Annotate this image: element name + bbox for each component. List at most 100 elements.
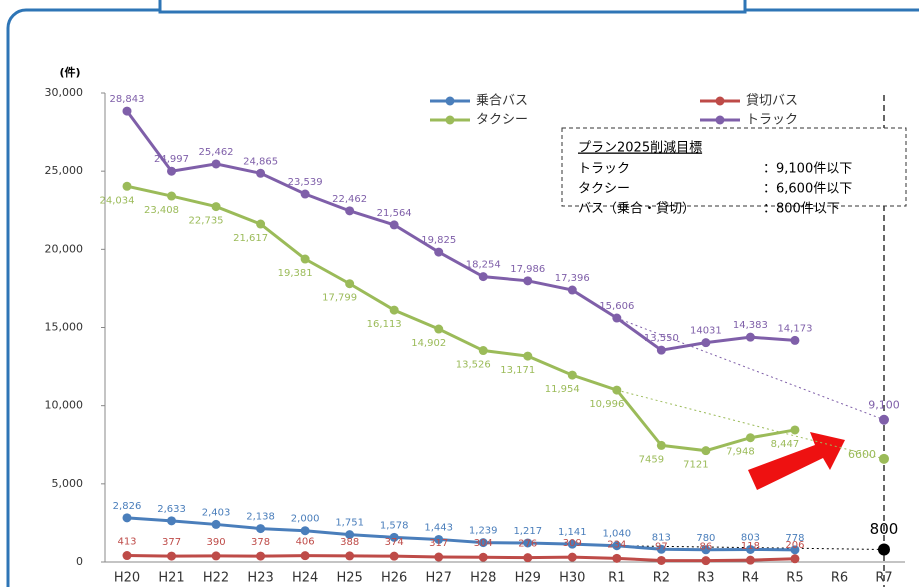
- x-tick-label: H26: [381, 571, 407, 586]
- data-label: 2,000: [291, 514, 320, 525]
- annotation-value: ：6,600件以下: [763, 182, 852, 197]
- data-point: [523, 553, 533, 563]
- data-point: [612, 541, 622, 551]
- x-tick-label: H22: [203, 571, 229, 586]
- data-point: [345, 279, 355, 289]
- data-label: 1,040: [603, 529, 632, 540]
- data-label: 304: [474, 538, 493, 549]
- data-label: 2,633: [157, 504, 186, 515]
- data-label: 413: [117, 537, 136, 548]
- data-point: [300, 189, 310, 199]
- y-tick-label: 30,000: [45, 86, 84, 99]
- data-label: 14,383: [733, 320, 768, 331]
- x-tick-label: H21: [158, 571, 184, 586]
- data-point: [790, 554, 800, 564]
- data-point: [567, 370, 577, 380]
- legend-label: トラック: [746, 113, 798, 128]
- data-label: 15,606: [599, 301, 634, 312]
- data-label: 97: [655, 541, 668, 552]
- legend-marker: [715, 96, 725, 106]
- y-tick-label: 0: [76, 555, 83, 568]
- data-point: [523, 276, 533, 286]
- y-unit: (件): [59, 65, 80, 79]
- data-label: 1,217: [513, 526, 542, 537]
- data-point: [478, 538, 488, 548]
- data-label: 19,381: [278, 268, 313, 279]
- data-label: 16,113: [367, 319, 402, 330]
- legend-label: 貸切バス: [746, 93, 798, 109]
- data-point: [122, 106, 132, 116]
- data-label: 374: [385, 537, 404, 548]
- target-point: [879, 414, 889, 425]
- y-tick-label: 25,000: [45, 164, 84, 177]
- data-point: [434, 552, 444, 562]
- target-label: 800: [870, 520, 899, 538]
- data-point: [211, 202, 221, 212]
- data-label: 2,138: [246, 512, 275, 523]
- data-label: 317: [429, 538, 448, 549]
- y-tick-label: 10,000: [45, 399, 84, 412]
- data-point: [612, 313, 622, 323]
- data-point: [256, 524, 266, 534]
- data-label: 24,997: [154, 154, 189, 165]
- data-point: [167, 166, 177, 176]
- data-label: 10,996: [589, 399, 624, 410]
- data-label: 17,396: [555, 273, 590, 284]
- data-point: [167, 551, 177, 561]
- legend-marker: [715, 115, 725, 125]
- legend-marker: [445, 96, 455, 106]
- data-label: 24,865: [243, 156, 278, 167]
- data-point: [745, 555, 755, 565]
- data-label: 13,550: [644, 333, 679, 344]
- y-tick-label: 20,000: [45, 242, 84, 255]
- data-point: [612, 553, 622, 563]
- data-label: 780: [696, 533, 715, 544]
- data-label: 7,948: [726, 447, 755, 458]
- data-label: 17,799: [322, 293, 357, 304]
- data-point: [122, 181, 132, 191]
- data-point: [567, 552, 577, 562]
- data-point: [211, 519, 221, 529]
- data-point: [656, 555, 666, 565]
- data-label: 803: [741, 532, 760, 543]
- data-point: [656, 345, 666, 355]
- series-line: [126, 554, 795, 563]
- data-label: 1,443: [424, 522, 453, 533]
- annotation-label: バス（乗合・貸切）: [578, 201, 695, 217]
- arrow: [748, 432, 845, 490]
- data-point: [523, 538, 533, 548]
- data-point: [122, 513, 132, 523]
- data-label: 23,539: [288, 177, 323, 188]
- data-point: [701, 545, 711, 555]
- data-label: 206: [785, 540, 804, 551]
- data-label: 13,171: [500, 365, 535, 376]
- data-label: 22,462: [332, 194, 367, 205]
- x-tick-label: H29: [515, 571, 541, 586]
- data-label: 2,826: [113, 501, 142, 512]
- data-point: [389, 551, 399, 561]
- data-label: 276: [518, 539, 537, 550]
- data-point: [790, 425, 800, 435]
- data-point: [211, 551, 221, 561]
- data-label: 778: [785, 533, 804, 544]
- series-line: [126, 184, 796, 453]
- data-label: 25,462: [199, 147, 234, 158]
- data-point: [567, 539, 577, 549]
- data-label: 390: [207, 537, 226, 548]
- legend-label: タクシー: [476, 113, 528, 128]
- x-tick-label: H24: [292, 571, 318, 586]
- target-point: [878, 543, 890, 556]
- data-label: 21,564: [377, 208, 412, 219]
- annotation-box: [561, 127, 907, 207]
- data-label: 7121: [683, 460, 708, 471]
- data-point: [345, 206, 355, 216]
- data-point: [256, 168, 266, 178]
- data-label: 309: [563, 538, 582, 549]
- data-point: [256, 551, 266, 561]
- x-tick-label: H28: [470, 571, 496, 586]
- data-label: 18,254: [466, 260, 501, 271]
- data-label: 13,526: [456, 360, 491, 371]
- legend-marker: [445, 115, 455, 125]
- data-label: 1,578: [380, 520, 409, 531]
- data-label: 377: [162, 537, 181, 548]
